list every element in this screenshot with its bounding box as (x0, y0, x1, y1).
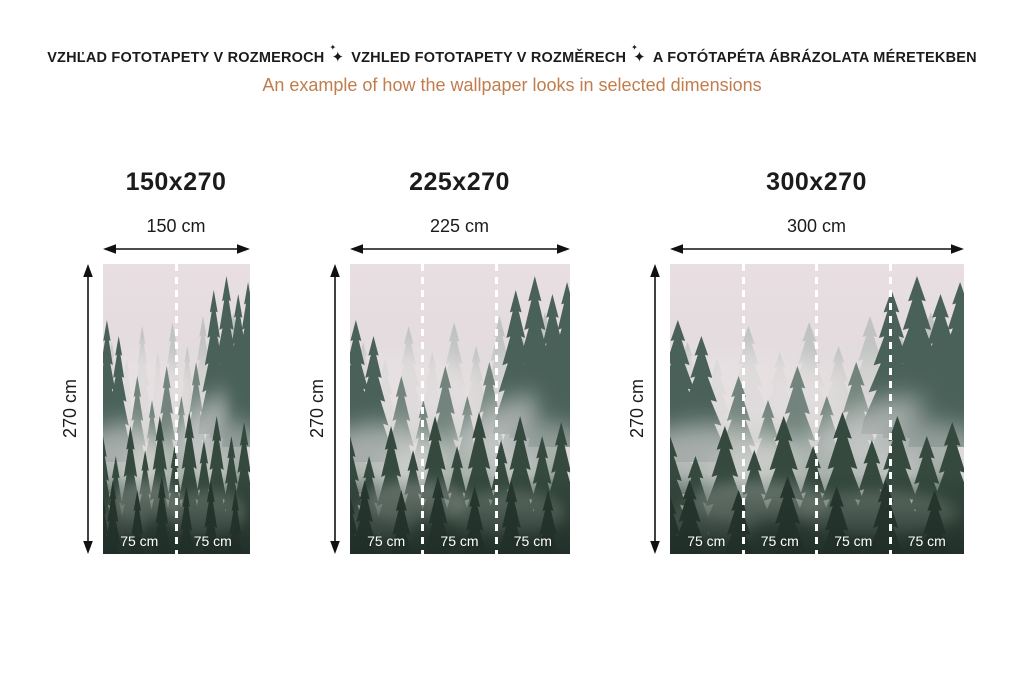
page-header: VZHĽAD FOTOTAPETY V ROZMEROCH ✦ ✦ VZHLED FO… (0, 0, 1024, 96)
vertical-arrow-icon (328, 263, 341, 554)
wallpaper-preview-150: 75 cm 75 cm (102, 263, 250, 554)
height-dimension-label: 270 cm (306, 379, 327, 439)
wallpaper-preview-300: 75 cm 75 cm 75 cm 75 cm (669, 263, 964, 554)
height-measure: 270 cm (59, 263, 96, 554)
height-measure: 270 cm (306, 263, 343, 554)
seam-dashed-line (174, 263, 178, 554)
segment-width-label: 75 cm (193, 532, 232, 549)
segment-width-label: 75 cm (440, 532, 479, 549)
seam-dashed-line (815, 263, 818, 554)
dimension-panels-row: 270 cm 150x270 150 cm 75 cm 75 cm (0, 170, 1024, 554)
sparkle-icon: ✦ ✦ (329, 43, 345, 66)
sparkle-icon: ✦ ✦ (631, 43, 646, 66)
seam-dashed-line (494, 263, 498, 554)
width-dimension-label: 300 cm (786, 216, 847, 236)
segment-width-label: 75 cm (367, 532, 406, 549)
height-measure: 270 cm (626, 263, 663, 554)
panel-150x270: 270 cm 150x270 150 cm 75 cm 75 cm (59, 168, 250, 554)
header-phrase-cz: VZHLED FOTOTAPETY V ROZMĚRECH (351, 50, 627, 66)
panel-content: 225x270 225 cm 75 cm 75 cm 75 cm (349, 168, 570, 554)
segment-width-label: 75 cm (760, 532, 799, 549)
horizontal-arrow-icon (669, 243, 964, 254)
panel-content: 300x270 300 cm 75 cm 75 cm 75 cm (669, 168, 964, 554)
header-subtitle: An example of how the wallpaper looks in… (262, 75, 762, 95)
wallpaper-preview-225: 75 cm 75 cm 75 cm (349, 263, 570, 554)
horizontal-arrow-icon (102, 243, 250, 254)
vertical-arrow-icon (81, 263, 94, 554)
panel-title: 225x270 (409, 168, 510, 196)
horizontal-arrow-icon (349, 243, 570, 254)
panel-title: 150x270 (125, 168, 227, 196)
height-dimension-label: 270 cm (59, 379, 80, 439)
foggy-forest-wallpaper-image (350, 264, 570, 554)
panel-225x270: 270 cm 225x270 225 cm 75 cm 75 cm (306, 168, 570, 554)
segment-width-label: 75 cm (120, 532, 159, 549)
width-dimension-label: 150 cm (146, 216, 206, 236)
segment-labels: 75 cm 75 cm 75 cm (350, 534, 570, 548)
header-phrase-hu: A FOTÓTAPÉTA ÁBRÁZOLATA MÉRETEKBEN (652, 50, 977, 66)
vertical-arrow-icon (648, 263, 661, 554)
seam-dashed-line (421, 263, 425, 554)
segment-width-label: 75 cm (687, 532, 726, 549)
width-dimension-label: 225 cm (429, 216, 490, 236)
segment-width-label: 75 cm (907, 532, 946, 549)
height-dimension-label: 270 cm (626, 379, 647, 439)
segment-width-label: 75 cm (513, 532, 552, 549)
header-title-line: VZHĽAD FOTOTAPETY V ROZMEROCH ✦ ✦ VZHLED FO… (0, 43, 1024, 66)
segment-width-label: 75 cm (834, 532, 873, 549)
seam-dashed-line (888, 263, 892, 554)
panel-300x270: 270 cm 300x270 300 cm 75 cm (626, 168, 964, 554)
header-phrase-sk: VZHĽAD FOTOTAPETY V ROZMEROCH (47, 50, 325, 66)
seam-dashed-line (741, 263, 745, 554)
segment-labels: 75 cm 75 cm (103, 534, 250, 548)
panel-title: 300x270 (766, 168, 867, 196)
segment-labels: 75 cm 75 cm 75 cm 75 cm (670, 534, 964, 548)
panel-content: 150x270 150 cm 75 cm 75 cm (102, 168, 250, 554)
